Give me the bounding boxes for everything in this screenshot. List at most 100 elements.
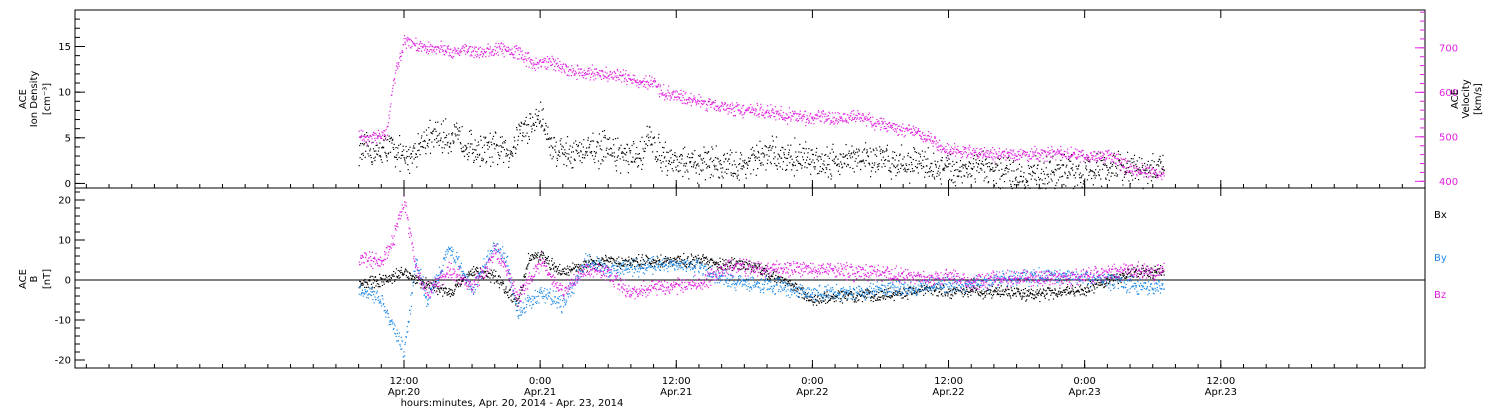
velocity-axis-label-line2: Velocity (1461, 79, 1472, 118)
data-point (561, 268, 564, 270)
data-point (896, 165, 898, 167)
data-point (369, 276, 371, 278)
data-point (670, 97, 672, 99)
data-point (915, 291, 918, 293)
data-point (370, 279, 372, 281)
data-point (543, 57, 545, 59)
data-point (780, 106, 782, 108)
data-point (511, 301, 513, 303)
data-point (917, 172, 919, 174)
data-point (1106, 165, 1108, 167)
data-point (360, 136, 362, 138)
data-point (705, 163, 707, 165)
data-point (1093, 171, 1095, 174)
data-point (664, 258, 666, 260)
data-point (717, 105, 719, 107)
data-point (546, 257, 549, 259)
data-point (525, 58, 527, 60)
data-point (694, 161, 696, 163)
data-point (379, 286, 381, 288)
data-point (538, 110, 540, 112)
data-point (859, 117, 861, 119)
data-point (575, 140, 577, 142)
data-point (469, 46, 471, 48)
data-point (614, 75, 616, 77)
data-point (502, 282, 504, 284)
data-point (377, 154, 379, 156)
data-point (500, 151, 502, 153)
data-point (987, 182, 989, 184)
data-point (679, 93, 681, 95)
series-0-0 (358, 101, 1165, 190)
data-point (851, 152, 853, 154)
data-point (582, 154, 584, 156)
data-point (440, 139, 442, 141)
data-point (758, 116, 760, 118)
data-point (910, 161, 913, 164)
data-point (374, 280, 376, 282)
data-point (498, 46, 500, 48)
data-point (514, 51, 516, 53)
data-point (1119, 164, 1121, 166)
data-point (559, 155, 561, 157)
data-point (824, 154, 826, 156)
data-point (1049, 149, 1051, 152)
data-point (840, 154, 842, 156)
data-point (867, 289, 869, 291)
data-point (727, 266, 729, 268)
data-point (773, 270, 775, 272)
data-point (880, 153, 882, 155)
data-point (455, 286, 457, 288)
data-point (772, 145, 774, 147)
data-point (472, 148, 474, 150)
data-point (701, 159, 703, 161)
data-point (529, 259, 531, 261)
data-point (1118, 158, 1120, 160)
data-point (614, 160, 616, 162)
data-point (845, 154, 847, 156)
data-point (853, 293, 855, 295)
data-point (759, 140, 761, 142)
data-point (632, 141, 635, 143)
data-point (917, 163, 919, 165)
data-point (464, 149, 467, 151)
data-point (369, 150, 371, 152)
data-point (872, 148, 874, 150)
data-point (436, 141, 438, 144)
data-point (993, 153, 995, 155)
data-point (595, 260, 598, 262)
data-point (678, 256, 680, 258)
data-point (378, 155, 380, 157)
data-point (662, 151, 665, 153)
data-point (637, 262, 639, 264)
data-point (752, 109, 755, 111)
data-point (606, 258, 608, 260)
data-point (388, 135, 390, 137)
data-point (797, 162, 800, 164)
data-point (543, 254, 545, 256)
data-point (852, 296, 854, 298)
data-point (475, 50, 477, 52)
data-point (830, 120, 832, 122)
data-point (442, 120, 444, 122)
data-point (962, 146, 964, 148)
data-point (939, 148, 942, 151)
data-point (680, 259, 682, 261)
data-point (532, 116, 534, 118)
data-point (1013, 170, 1015, 172)
data-point (582, 77, 584, 79)
data-point (577, 144, 579, 146)
data-point (480, 271, 482, 273)
data-point (607, 266, 609, 268)
data-point (849, 155, 851, 157)
data-point (551, 64, 553, 66)
data-point (441, 48, 443, 51)
data-point (374, 139, 376, 141)
data-point (568, 274, 570, 276)
data-point (698, 103, 700, 105)
data-point (489, 277, 491, 279)
data-point (879, 299, 881, 301)
data-point (830, 173, 832, 175)
data-point (535, 57, 537, 59)
data-point (957, 145, 959, 147)
